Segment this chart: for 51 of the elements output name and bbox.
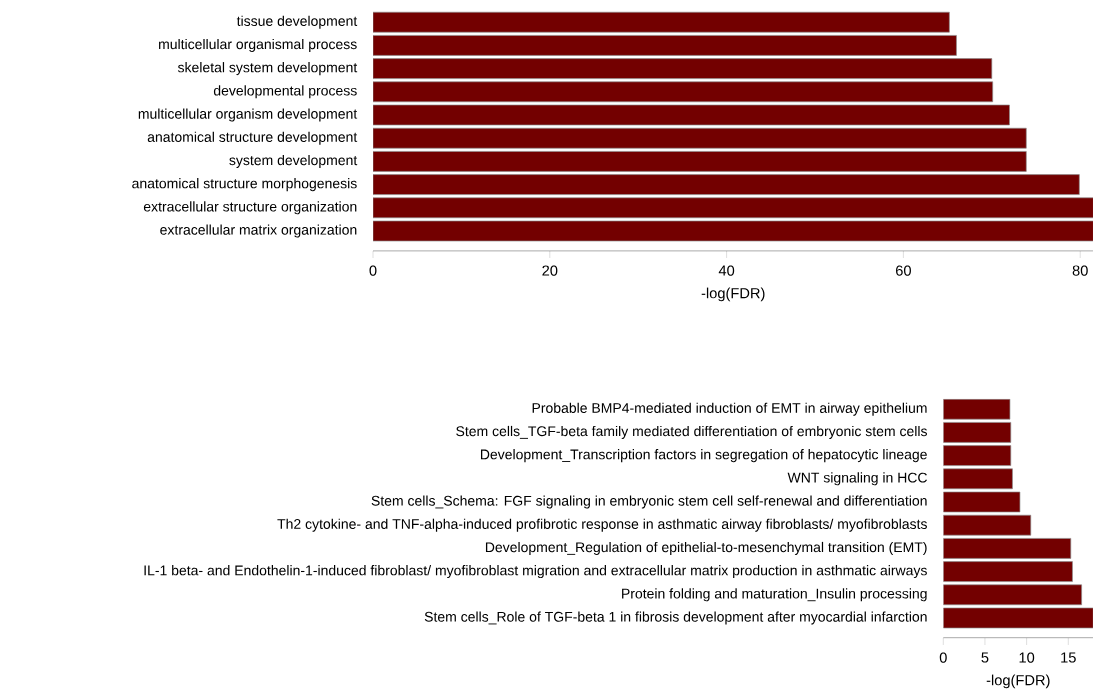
bar [943,398,1011,420]
bar [943,561,1073,582]
x-axis-title: -log(FDR) [986,674,1050,689]
y-tick-label: anatomical structure development [147,131,358,145]
y-tick-label: skeletal system development [177,62,358,76]
bar [373,104,1010,126]
bar [373,12,950,33]
y-tick-label: Stem cells_TGF-beta family mediated differentiation of embryonic stem cells [456,425,927,439]
bar [373,81,994,103]
x-tick-label: 0 [939,652,947,663]
y-tick-label: tissue development [236,15,358,29]
y-tick-label: multicellular organism development [138,108,358,122]
x-tick-label: 10 [1019,652,1035,663]
x-tick-label: 80 [1072,265,1088,276]
bar [373,127,1027,149]
y-tick-label: developmental process [213,85,357,99]
y-tick-label: Protein folding and maturation_Insulin processing [622,588,927,602]
y-tick-label: multicellular organismal process [159,38,357,52]
bar [373,151,1027,172]
bar [373,197,1093,219]
y-tick-label: system development [229,154,358,168]
bar [943,607,1093,629]
bar [373,174,1080,195]
y-tick-label: Th2 cytokine- and TNF-alpha-induced profibrotic response in asthmatic airway fibroblasts/ myofibroblasts [277,518,927,532]
bar [943,422,1012,443]
bar [373,220,1093,242]
y-tick-label: Development_Transcription factors in segregation of hepatocytic lineage [480,449,927,463]
y-tick-label: Stem cells_Role of TGF-beta 1 in fibrosis development after myocardial infarction [424,611,927,625]
bar [943,538,1072,559]
y-tick-label: anatomical structure morphogenesis [132,178,357,192]
x-tick-label: 40 [718,265,735,276]
bar [943,491,1021,513]
y-tick-label: IL-1 beta- and Endothelin-1-induced fibroblast/ myofibroblast migration and extracellular matrix production in asthmatic airways [144,565,927,579]
bar [373,35,957,56]
x-tick-label: 5 [981,652,989,663]
y-tick-label: Stem cells_Schema: FGF signaling in embryonic stem cell self-renewal and differentiation [371,495,927,509]
bar [943,514,1032,536]
x-tick-label: 60 [896,265,911,276]
y-tick-label: Development_Regulation of epithelial-to-mesenchymal transition (EMT) [485,541,927,555]
x-axis-title: -log(FDR) [701,287,765,302]
y-tick-label: WNT signaling in HCC [787,472,928,486]
y-tick-label: extracellular matrix organization [160,224,357,238]
bar [943,468,1013,490]
x-tick-label: 0 [369,265,377,276]
x-tick-label: 15 [1061,652,1076,663]
bar [943,445,1012,466]
bar [943,584,1082,606]
y-tick-label: Probable BMP4-mediated induction of EMT in airway epithelium [532,402,927,416]
bar [373,58,993,79]
x-tick-label: 20 [542,265,558,276]
y-tick-label: extracellular structure organization [143,201,357,215]
